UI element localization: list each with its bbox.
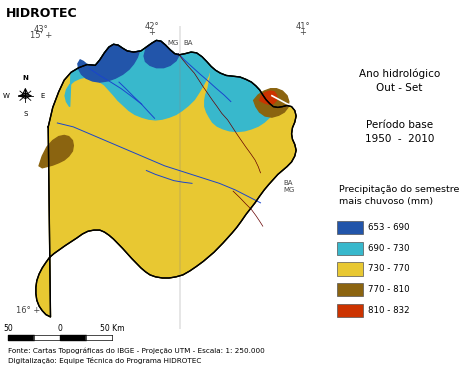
Text: 690 - 730: 690 - 730 xyxy=(368,244,410,253)
Bar xyxy=(337,283,363,296)
Text: 43°: 43° xyxy=(34,25,49,34)
Polygon shape xyxy=(254,89,289,117)
Text: S: S xyxy=(23,111,28,117)
Text: 653 - 690: 653 - 690 xyxy=(368,223,410,232)
Bar xyxy=(337,242,363,255)
Text: +: + xyxy=(299,28,306,37)
Text: 15' +: 15' + xyxy=(30,31,53,40)
Text: W: W xyxy=(3,93,10,99)
Bar xyxy=(337,303,363,317)
Bar xyxy=(337,262,363,276)
Text: 0: 0 xyxy=(57,324,63,333)
Polygon shape xyxy=(36,40,296,317)
Bar xyxy=(337,221,363,234)
Text: BA: BA xyxy=(283,180,293,186)
Text: BA: BA xyxy=(183,40,192,46)
Polygon shape xyxy=(78,44,140,82)
Text: Fonte: Cartas Topográficas do IBGE - Projeção UTM - Escala: 1: 250.000
Digitaliz: Fonte: Cartas Topográficas do IBGE - Pro… xyxy=(8,348,265,364)
Text: N: N xyxy=(23,75,28,81)
Text: 770 - 810: 770 - 810 xyxy=(368,285,410,294)
Text: HIDROTEC: HIDROTEC xyxy=(6,7,77,20)
Text: Período base
1950  -  2010: Período base 1950 - 2010 xyxy=(365,120,434,144)
Text: 41°: 41° xyxy=(295,22,310,31)
Text: 50 Km: 50 Km xyxy=(100,324,124,333)
Polygon shape xyxy=(39,135,73,168)
Text: 810 - 832: 810 - 832 xyxy=(368,306,410,315)
Text: MG: MG xyxy=(167,40,178,46)
Text: E: E xyxy=(41,93,45,99)
Text: +: + xyxy=(149,28,155,37)
Text: Precipitação do semestre
mais chuvoso (mm): Precipitação do semestre mais chuvoso (m… xyxy=(339,185,460,206)
Polygon shape xyxy=(65,40,211,120)
Polygon shape xyxy=(205,67,278,131)
Text: 42°: 42° xyxy=(145,22,159,31)
Text: 50: 50 xyxy=(3,324,13,333)
Polygon shape xyxy=(144,40,179,68)
Text: Ano hidrológico
Out - Set: Ano hidrológico Out - Set xyxy=(359,68,440,93)
Text: 16° +: 16° + xyxy=(16,306,40,315)
Text: MG: MG xyxy=(283,187,295,193)
Text: 730 - 770: 730 - 770 xyxy=(368,265,410,273)
Polygon shape xyxy=(259,91,277,104)
